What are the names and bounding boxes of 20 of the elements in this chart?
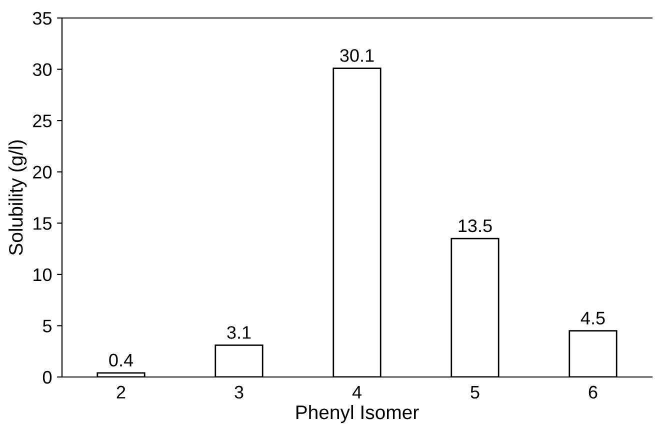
y-tick-label: 25 <box>33 114 52 128</box>
x-tick-label: 5 <box>470 386 480 399</box>
y-tick-label: 10 <box>34 268 52 282</box>
y-axis-title: Solubility (g/l) <box>8 140 27 255</box>
y-tick-label: 35 <box>32 12 52 25</box>
data-label: 13.5 <box>458 219 492 232</box>
y-tick-label: 20 <box>33 166 52 179</box>
x-tick-label: 4 <box>352 386 362 398</box>
data-label: 0.4 <box>109 354 134 367</box>
data-label: 4.5 <box>580 312 605 324</box>
y-tick-label: 15 <box>34 217 52 230</box>
y-tick-label: 5 <box>42 320 52 332</box>
data-label: 3.1 <box>227 326 251 339</box>
y-tick-label: 0 <box>42 370 52 384</box>
x-axis-title: Phenyl Isomer <box>296 404 419 424</box>
x-tick-label: 6 <box>588 386 598 399</box>
y-tick-label: 30 <box>32 63 52 76</box>
x-tick-label: 2 <box>116 386 126 398</box>
x-tick-label: 3 <box>234 386 244 399</box>
data-label: 30.1 <box>340 49 374 62</box>
